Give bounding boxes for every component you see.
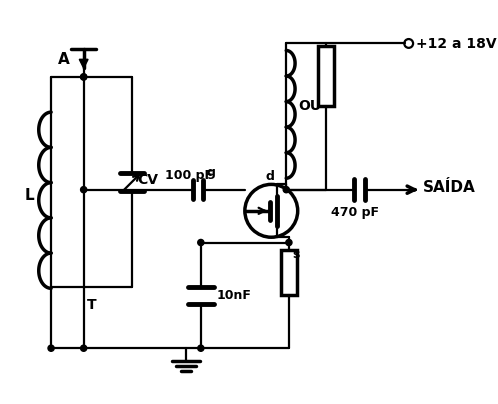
Text: 470 pF: 470 pF	[331, 206, 379, 219]
Circle shape	[198, 240, 204, 246]
Text: +12 a 18V: +12 a 18V	[416, 37, 497, 51]
Text: s: s	[292, 248, 300, 261]
Circle shape	[286, 240, 292, 246]
Circle shape	[81, 74, 87, 80]
Circle shape	[81, 187, 87, 193]
FancyBboxPatch shape	[318, 46, 334, 106]
Text: g: g	[206, 166, 215, 179]
Circle shape	[81, 345, 87, 351]
FancyBboxPatch shape	[281, 250, 297, 295]
Text: A: A	[58, 52, 70, 67]
Circle shape	[198, 345, 204, 351]
Text: OU: OU	[299, 99, 322, 113]
Text: 100 pF: 100 pF	[165, 169, 213, 182]
Circle shape	[48, 345, 54, 351]
Text: L: L	[24, 188, 34, 203]
Polygon shape	[79, 59, 88, 68]
Text: SAÍDA: SAÍDA	[423, 181, 476, 196]
Circle shape	[283, 187, 289, 193]
Text: 10nF: 10nF	[217, 289, 251, 302]
Circle shape	[81, 74, 87, 80]
Text: T: T	[87, 298, 97, 312]
Text: CV: CV	[137, 173, 158, 187]
Text: d: d	[265, 170, 274, 183]
